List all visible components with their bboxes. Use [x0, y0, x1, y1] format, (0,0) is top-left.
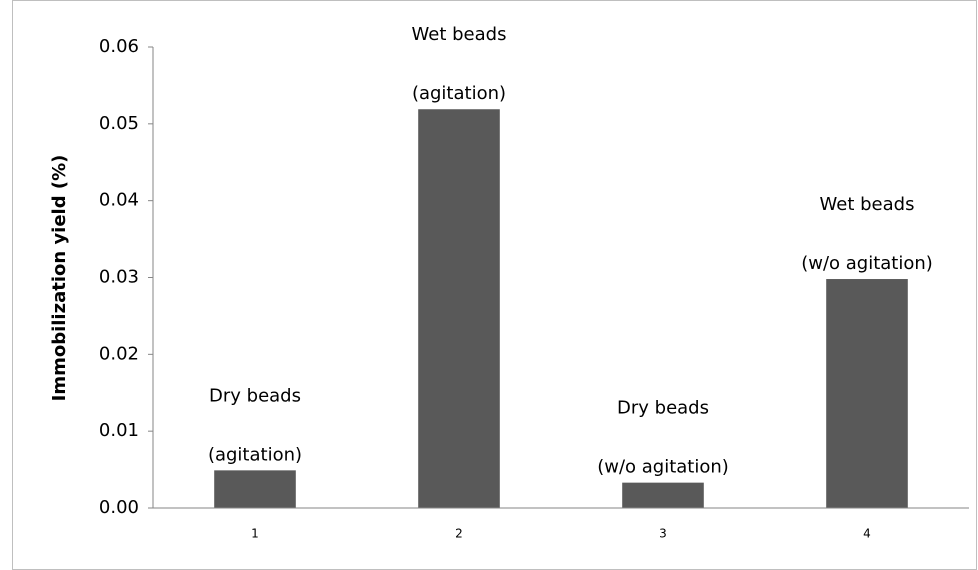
x-tick-label: 4 — [863, 527, 871, 541]
bar — [418, 109, 500, 509]
annotation: Wet beads — [820, 194, 915, 215]
annotation: (agitation) — [208, 444, 302, 465]
y-tick-label: 0.01 — [99, 420, 139, 441]
bar — [826, 279, 908, 508]
y-tick-label: 0.06 — [99, 36, 139, 57]
y-tick-label: 0.00 — [99, 497, 139, 518]
x-tick-label: 1 — [251, 527, 259, 541]
y-tick-label: 0.05 — [99, 113, 139, 134]
bar — [214, 470, 296, 508]
y-axis-title: Immobilization yield (%) — [49, 155, 70, 402]
annotation: Dry beads — [209, 385, 301, 406]
x-tick-label: 3 — [659, 527, 667, 541]
annotation: Dry beads — [617, 398, 709, 419]
y-tick-label: 0.04 — [99, 190, 139, 211]
annotation: (w/o agitation) — [597, 457, 729, 478]
y-tick-label: 0.02 — [99, 343, 139, 364]
annotation: (agitation) — [412, 83, 506, 104]
x-tick-label: 2 — [455, 527, 463, 541]
annotation: Wet beads — [412, 24, 507, 45]
bar — [622, 482, 704, 508]
y-tick-label: 0.03 — [99, 267, 139, 288]
annotation: (w/o agitation) — [801, 253, 933, 274]
